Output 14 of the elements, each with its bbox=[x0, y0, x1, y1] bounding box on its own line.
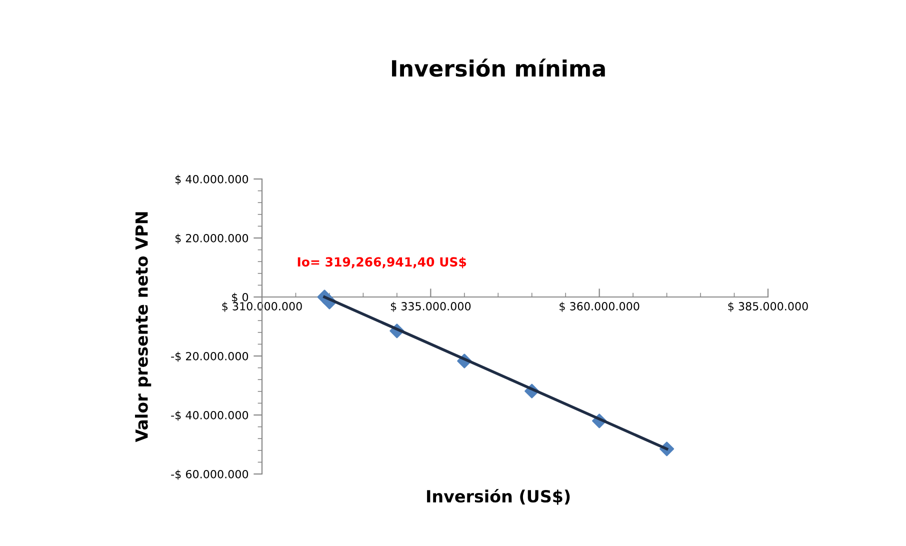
y-tick-label: $ 0 bbox=[232, 292, 248, 303]
y-tick-label: $ 20.000.000 bbox=[176, 234, 248, 244]
x-tick-label: $ 360.000.000 bbox=[560, 302, 640, 312]
x-axis-title: Inversión (US$) bbox=[427, 488, 570, 505]
x-tick-label: $ 385.000.000 bbox=[728, 302, 808, 312]
chart-title: Inversión mínima bbox=[392, 58, 605, 77]
x-tick-label: $ 335.000.000 bbox=[390, 302, 471, 312]
y-axis-title: Valor presente neto VPN bbox=[135, 212, 152, 442]
y-tick-label: -$ 60.000.000 bbox=[171, 470, 248, 480]
x-tick-label: $ 310.000.000 bbox=[222, 302, 302, 312]
y-tick-label: -$ 20.000.000 bbox=[171, 352, 248, 362]
annotation: Io= 319,266,941,40 US$ bbox=[298, 256, 466, 268]
y-tick-label: $ 40.000.000 bbox=[176, 174, 248, 185]
y-tick-label: -$ 40.000.000 bbox=[171, 410, 248, 421]
